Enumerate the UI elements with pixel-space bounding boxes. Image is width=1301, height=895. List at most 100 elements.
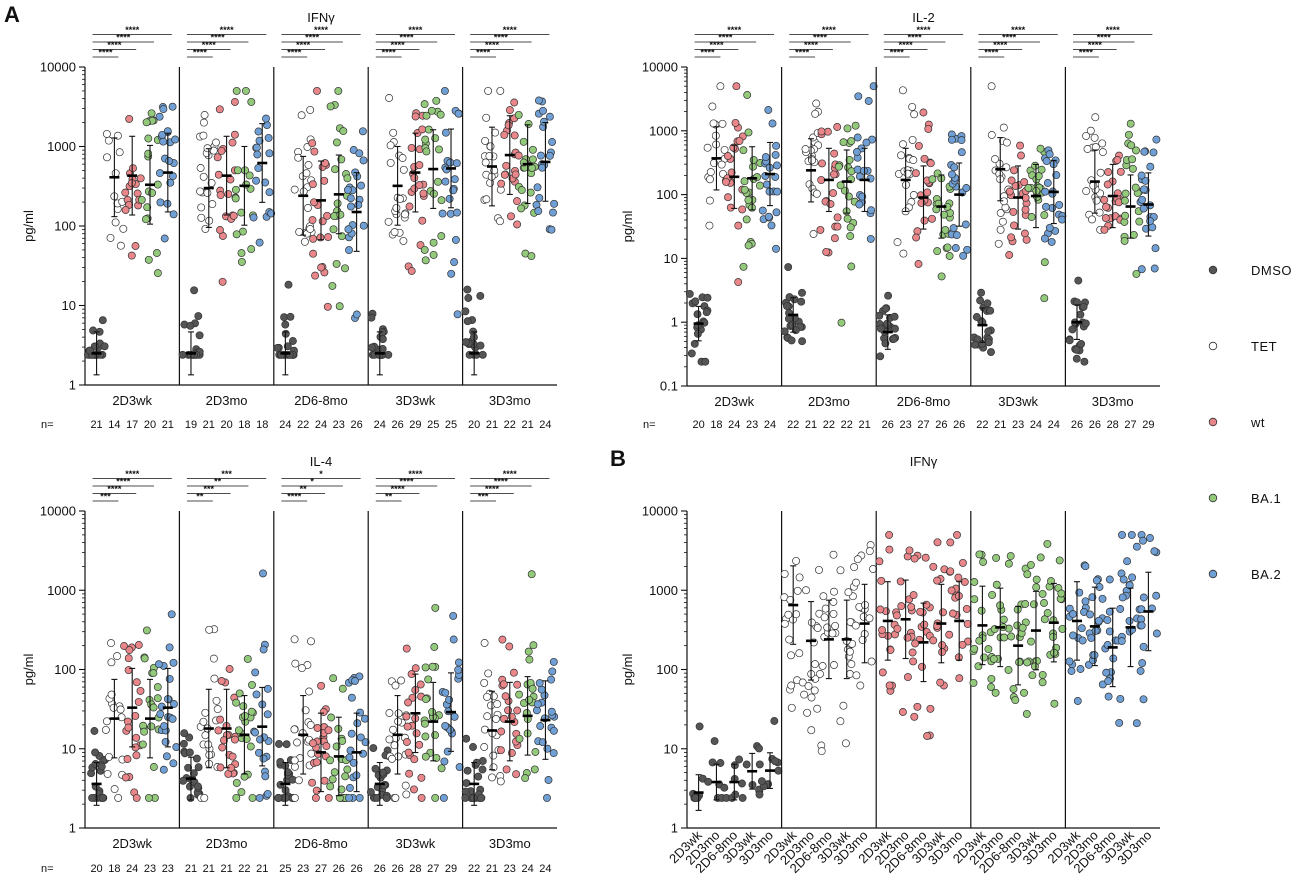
ifng-b-BA.1-3D3mo-point-17: [1057, 589, 1066, 598]
ifng-a-2D3mo-wt-point-4: [226, 175, 235, 184]
il4-3D3wk-BA.2-point-13: [449, 611, 458, 620]
il4-3D3mo-wt-point-11: [512, 770, 521, 779]
ifng-a-3D3mo-BA.2-point-11: [538, 163, 547, 172]
ifng-b-BA.1-3D3wk-point-4: [1023, 570, 1032, 579]
il2-2D3mo-BA.1-point-14: [839, 138, 848, 147]
il2-3D3wk-TET-point-19: [987, 82, 996, 91]
il2-2D3wk-BA.2-point-7: [772, 244, 780, 253]
ifng-a-2D3wk-DMSO-point-3: [98, 316, 107, 325]
il2-3D3wk-BA.1-point-15: [1036, 144, 1045, 153]
ifng-a-2D3wk-BA.1-point-5: [143, 203, 152, 212]
ifng-b-ytick-label: 1: [671, 821, 678, 836]
il4-2D3mo-DMSO-point-17: [185, 748, 194, 757]
il2-3D3wk-TET-point-3: [994, 239, 1003, 248]
il4-2D6-8mo-TET-point-16: [290, 725, 299, 734]
il4-3D3wk-BA.1-point-12: [421, 752, 430, 761]
ifng-a-sig-label: ****: [494, 33, 509, 43]
il4-3D3mo-BA.1-point-0: [527, 570, 536, 579]
il4-2D3mo-TET-point-18: [199, 717, 208, 726]
il2-sig-label: ****: [1106, 25, 1121, 35]
il2-3D3mo-BA.2-point-10: [1138, 195, 1147, 204]
ifng-a-n-count: 22: [297, 419, 309, 431]
il4-2D3wk-BA.1-point-11: [149, 763, 158, 771]
il4-2D3wk-BA.1-point-3: [142, 626, 151, 635]
ifng-a-2D6-8mo-BA.1-point-15: [343, 174, 352, 183]
il4-3D3mo-TET-point-16: [489, 751, 498, 760]
ifng-b-TET-2D3mo-point-16: [810, 686, 819, 695]
ifng-b-BA.2-3D3wk-point-12: [1132, 542, 1141, 551]
il2-n-count: 27: [1124, 419, 1136, 431]
ifng-b-TET-2D6-8mo-point-15: [828, 629, 837, 638]
il4-3D3wk-DMSO-point-18: [373, 793, 381, 802]
il2-3D3wk-BA.1-point-5: [1037, 165, 1046, 174]
il4-n-count: 26: [333, 863, 345, 875]
ifng-a-2D3mo-BA.1-point-4: [231, 194, 240, 203]
il2-3D3wk-DMSO-point-18: [986, 306, 995, 315]
ifng-a-2D6-8mo-BA.2-point-5: [357, 181, 366, 190]
il4-2D3wk-BA.2-point-5: [165, 643, 174, 652]
il4-n-count: 21: [220, 863, 232, 875]
il4-3D3mo-BA.2-point-17: [536, 722, 545, 730]
ifng-b-wt-2D3mo-point-9: [910, 712, 919, 721]
il2-2D6-8mo-BA.1-point-11: [933, 247, 942, 256]
ifng-a-2D3wk-BA.2-point-16: [159, 105, 168, 114]
il4-2D3mo-BA.2-point-14: [251, 728, 260, 737]
legend-marker-wt: [1208, 417, 1218, 427]
il2-2D3mo-BA.1-point-13: [847, 137, 856, 146]
ifng-a-2D6-8mo-wt-point-9: [311, 271, 320, 280]
ifng-a-2D3mo-TET-point-10: [196, 187, 205, 196]
ifng-b-TET-2D3wk-point-9: [795, 649, 804, 658]
ifng-a-2D3mo-BA.2-point-0: [265, 188, 274, 197]
il2-n-count: 22: [841, 419, 853, 431]
il2-2D3wk-DMSO-point-10: [690, 339, 699, 348]
il2-2D3wk-BA.2-point-6: [771, 150, 780, 159]
il2-2D6-8mo-TET-point-4: [898, 86, 907, 95]
il4-sig-label: **: [300, 484, 308, 494]
ifng-b-BA.2-2D3mo-point-15: [1094, 616, 1103, 625]
il4-2D3mo-TET-point-6: [210, 674, 219, 683]
ifng-b-BA.1-2D6-8mo-point-16: [1009, 685, 1018, 693]
ifng-b-DMSO-2D3mo-point-0: [704, 777, 713, 786]
il2-2D6-8mo-DMSO-point-15: [881, 304, 890, 313]
il2-3D3mo-TET-point-21: [1089, 181, 1098, 190]
ifng-b-BA.1-2D3wk-point-2: [977, 606, 986, 615]
ifng-a-3D3wk-BA.2-point-12: [441, 128, 450, 137]
il2-2D6-8mo-DMSO-point-18: [876, 324, 885, 333]
il2-2D3mo-wt-point-10: [817, 127, 826, 136]
il4-2D3wk-BA.2-point-20: [160, 722, 169, 731]
ifng-a-3D3wk-TET-point-4: [398, 154, 407, 162]
il2-3D3wk-BA.1-point-10: [1027, 213, 1036, 221]
ifng-a-n-count: 26: [350, 419, 362, 431]
il4-2D6-8mo-BA.2-point-13: [349, 758, 358, 767]
ifng-a-2D3wk-BA.2-point-5: [156, 198, 165, 207]
ifng-b-wt-2D3mo-point-5: [892, 611, 901, 620]
il4-3D3mo-BA.2-point-12: [549, 657, 558, 666]
il2-3D3mo-TET-point-2: [1091, 113, 1100, 122]
ifng-b-TET-2D3mo-point-11: [804, 682, 813, 691]
il2-2D3mo-BA.1-point-21: [845, 156, 854, 164]
ifng-a-n-count: 21: [203, 419, 215, 431]
ifng-b-TET-2D3mo-point-14: [803, 708, 812, 717]
ifng-a-2D3mo-TET-point-12: [201, 224, 210, 233]
il4-3D3mo-BA.2-point-15: [547, 707, 556, 716]
il4-sig-label: ****: [391, 484, 406, 494]
il2-3D3wk-TET-point-6: [1002, 138, 1011, 147]
il2-3D3wk-BA.2-point-19: [1047, 237, 1056, 246]
il2-2D3mo-wt-point-12: [822, 247, 831, 256]
ifng-a-title: IFNγ: [307, 10, 335, 25]
ifng-b-TET-2D3mo-point-2: [813, 704, 822, 713]
il2-2D6-8mo-BA.2-point-19: [961, 220, 970, 229]
ifng-a-group-label: 2D3wk: [112, 393, 152, 408]
ifng-a-2D3mo-BA.1-point-9: [232, 86, 241, 95]
il2-title: IL-2: [912, 10, 934, 25]
ifng-a-2D3mo-TET-point-14: [203, 189, 212, 197]
ifng-b-BA.1-2D3mo-point-14: [989, 655, 998, 663]
il4-2D3wk-TET-point-0: [114, 793, 123, 802]
il4-sig-label: ****: [125, 469, 140, 479]
ifng-b-BA.2-2D6-8mo-point-11: [1105, 627, 1114, 636]
ifng-b-BA.2-3D3wk-point-17: [1128, 573, 1137, 582]
ifng-b-TET-3D3mo-point-16: [867, 657, 876, 666]
ifng-b-BA.1-2D3wk-point-13: [970, 644, 979, 653]
ifng-b-DMSO-3D3mo-point-7: [774, 766, 783, 775]
il2-3D3mo-BA.2-point-19: [1146, 217, 1155, 226]
